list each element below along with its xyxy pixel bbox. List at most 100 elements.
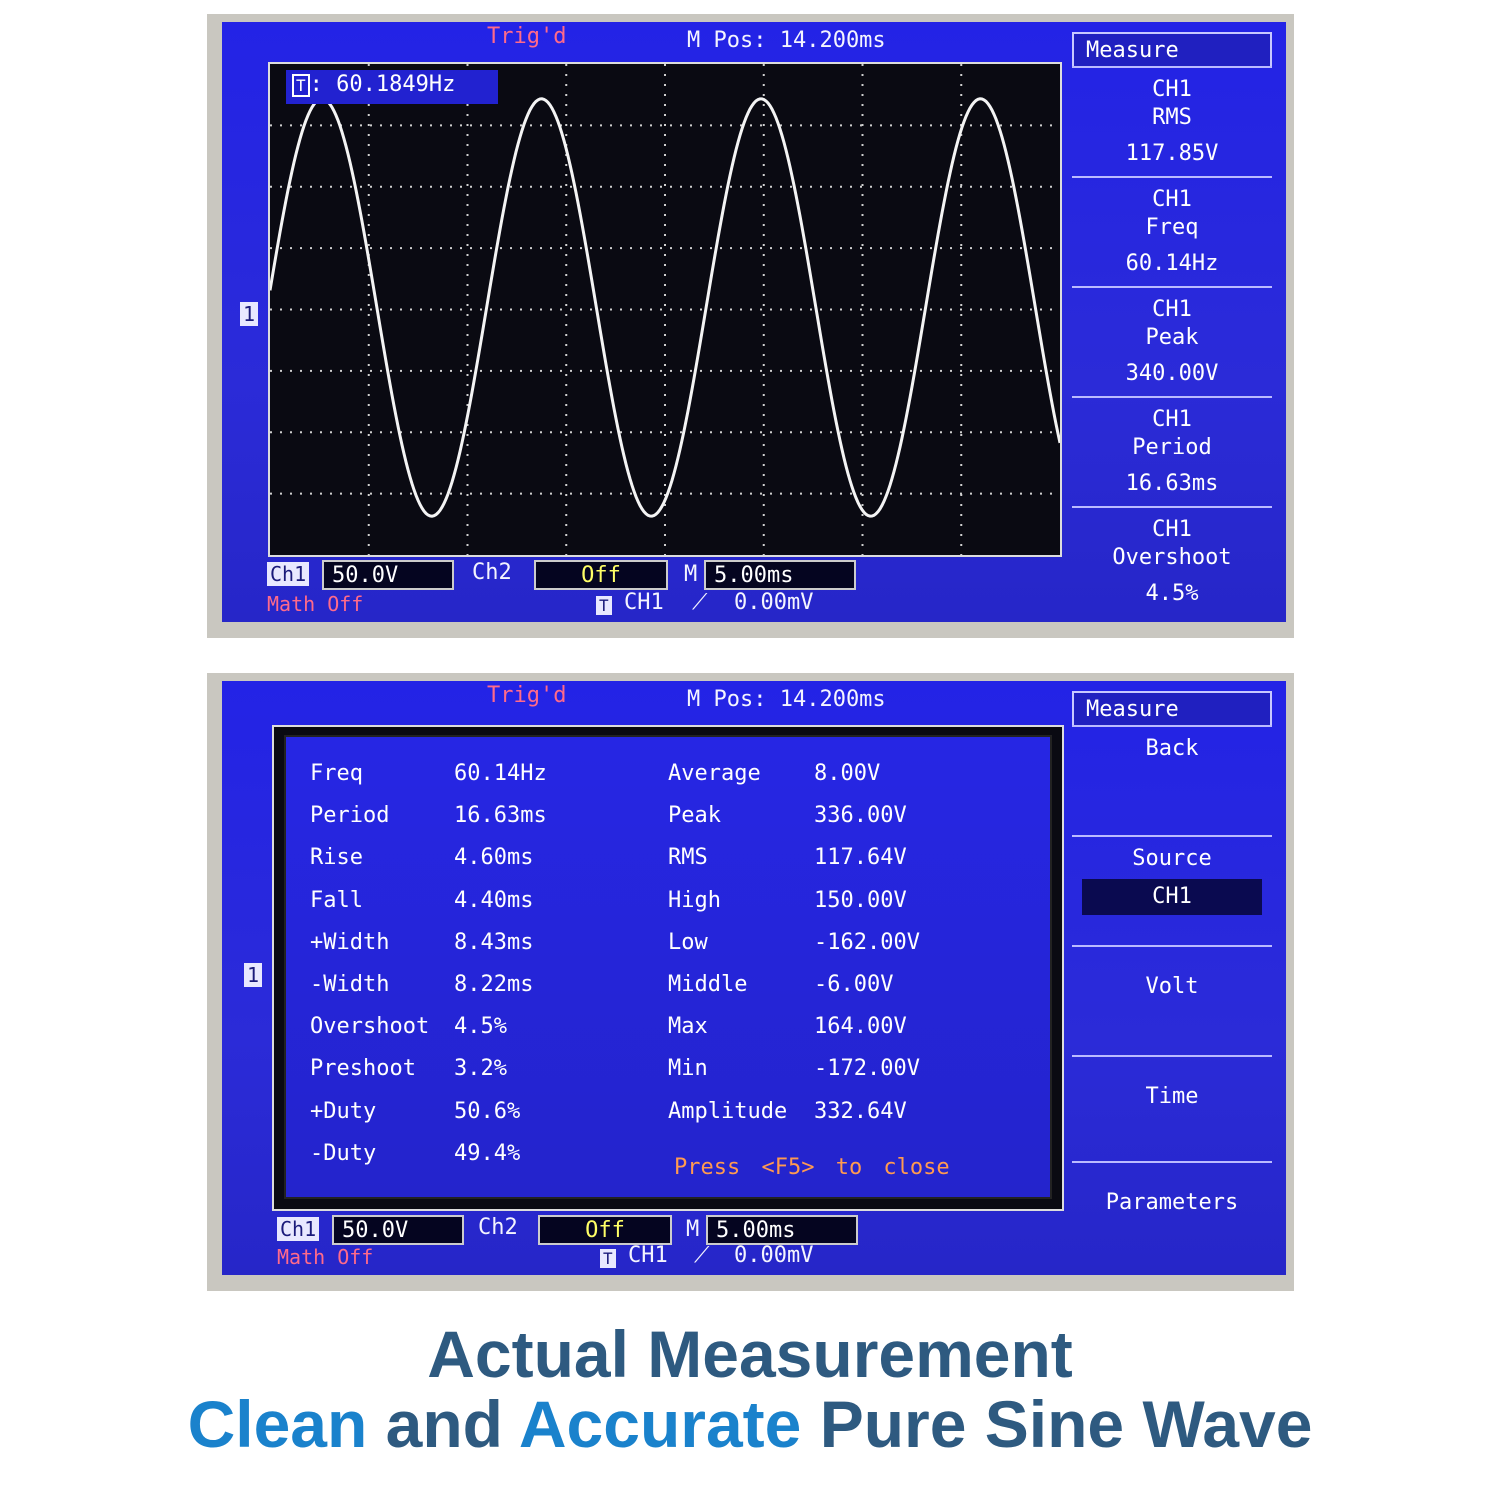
measure-value: 16.63ms [1125,471,1219,496]
timebase-label: M [686,1217,700,1242]
measure-ch: CH1 [1152,77,1192,102]
waveform-grid: Freq 60.14Hz Period 16.63ms Rise 4.60ms Fall 4.… [272,725,1064,1211]
trigger-source: CH1 [624,590,664,615]
measure-value: 50.6% [454,1098,521,1124]
trigger-source: CH1 [628,1243,668,1268]
measure-value: 4.5% [454,1014,507,1040]
measure-ch: CH1 [1152,297,1192,322]
close-hint: Press <F5> to close [674,1155,950,1180]
measure-item[interactable]: CH1 Peak 340.00V [1072,286,1272,396]
measure-item[interactable]: CH1 Freq 60.14Hz [1072,176,1272,286]
math-status: Math Off [267,592,364,616]
measure-value: 164.00V [814,1014,907,1040]
timebase-label: M [684,562,698,587]
measure-item[interactable]: CH1 Overshoot 4.5% [1072,506,1272,616]
ch1-label[interactable]: Ch1 [277,1217,320,1241]
measure-name: High [668,887,721,913]
measure-value: -6.00V [814,972,894,997]
caption-clean: Clean [187,1387,368,1461]
ch1-marker-icon: 1 [240,302,259,326]
measure-value: 150.00V [814,887,907,913]
measure-menu: Measure CH1 RMS 117.85V CH1 Freq 60.14Hz CH1 Pe… [1072,32,1272,612]
caption-line-2: Clean and Accurate Pure Sine Wave [0,1386,1500,1462]
ch1-label[interactable]: Ch1 [267,562,310,586]
measure-name: Peak [1145,325,1199,350]
timebase-scale[interactable]: 5.00ms [704,560,856,590]
menu-time[interactable]: Time [1072,1055,1272,1161]
menu-parameters[interactable]: Parameters [1072,1161,1272,1261]
ch2-label[interactable]: Ch2 [478,1215,518,1240]
measure-value: 4.60ms [454,845,534,871]
measure-value: 340.00V [1125,361,1219,386]
measure-value: 8.22ms [454,972,534,997]
waveform-grid: T: 60.1849Hz [268,62,1062,557]
menu-source[interactable]: Source CH1 [1072,835,1272,945]
caption-accurate: Accurate [518,1387,802,1461]
measure-value: 332.64V [814,1098,907,1124]
measure-name: Amplitude [668,1098,788,1124]
measure-item[interactable]: CH1 RMS 117.85V [1072,66,1272,176]
measure-value: 117.85V [1125,141,1219,166]
menu-back[interactable]: Back [1072,725,1272,835]
measure-value: -162.00V [814,929,920,955]
ch2-label[interactable]: Ch2 [472,560,512,585]
measure-name: Min [668,1056,708,1082]
measure-ch: CH1 [1152,187,1192,212]
menu-title: Measure [1072,691,1272,725]
trigger-level: 0.00mV [734,590,814,615]
measure-all-panel: Freq 60.14Hz Period 16.63ms Rise 4.60ms Fall 4.… [284,735,1052,1199]
measure-value: 3.2% [454,1056,507,1082]
oscilloscope-screen-2: Trig'd M Pos: 14.200ms Freq 60.14Hz Period… [207,673,1294,1291]
measure-value: 4.5% [1145,581,1199,606]
ch2-state[interactable]: Off [538,1215,672,1245]
measure-name: RMS [1152,105,1192,130]
measure-ch: CH1 [1152,517,1192,542]
measure-item[interactable]: CH1 Period 16.63ms [1072,396,1272,506]
measure-name: Low [668,929,708,955]
menu-volt[interactable]: Volt [1072,945,1272,1055]
measure-name: Average [668,761,761,786]
ch1-scale[interactable]: 50.0V [322,560,454,590]
trigger-icon: T [292,74,310,97]
caption-pure-sine-wave: Pure Sine Wave [819,1387,1313,1461]
trigger-frequency: 60.1849Hz [336,72,456,97]
measure-name: +Width [310,929,390,955]
rising-edge-icon: ⟋ [692,590,708,615]
measure-value: 117.64V [814,845,907,871]
menu-title: Measure [1072,32,1272,66]
measure-name: Overshoot [1112,545,1232,570]
caption-and: and [385,1387,503,1461]
measure-name: Freq [1145,215,1199,240]
measure-value: 8.43ms [454,929,534,955]
measure-name: Preshoot [310,1056,416,1082]
measure-value: 60.14Hz [454,761,547,786]
trigger-level: 0.00mV [734,1243,814,1268]
measure-name: RMS [668,845,708,871]
measure-name: Overshoot [310,1014,430,1040]
waveform-plot [270,64,1060,555]
ch1-scale[interactable]: 50.0V [332,1215,464,1245]
source-value[interactable]: CH1 [1082,879,1262,915]
source-label: Source [1132,846,1212,871]
measure-name: Fall [310,887,363,913]
measure-name: Rise [310,845,363,871]
measure-name: Period [310,803,390,829]
measure-menu: Measure Back Source CH1 Volt Time Parame… [1072,691,1272,1265]
measure-name: Period [1132,435,1212,460]
rising-edge-icon: ⟋ [694,1243,710,1268]
measure-value: 8.00V [814,761,881,786]
m-pos: M Pos: 14.200ms [687,28,886,53]
timebase-scale[interactable]: 5.00ms [706,1215,858,1245]
oscilloscope-screen-1: Trig'd M Pos: 14.200ms T: 60.1849Hz 1 Me… [207,14,1294,638]
trigger-status: Trig'd [487,683,567,708]
ch1-marker-icon: 1 [244,963,263,987]
ch2-state[interactable]: Off [534,560,668,590]
trigger-status: Trig'd [487,24,567,49]
measure-value: -172.00V [814,1056,920,1082]
sine-waveform [270,97,1060,518]
measure-name: Peak [668,803,721,829]
measure-name: -Width [310,972,390,997]
measure-value: 336.00V [814,803,907,829]
caption-line-1: Actual Measurement [427,1317,1073,1391]
m-pos: M Pos: 14.200ms [687,687,886,712]
